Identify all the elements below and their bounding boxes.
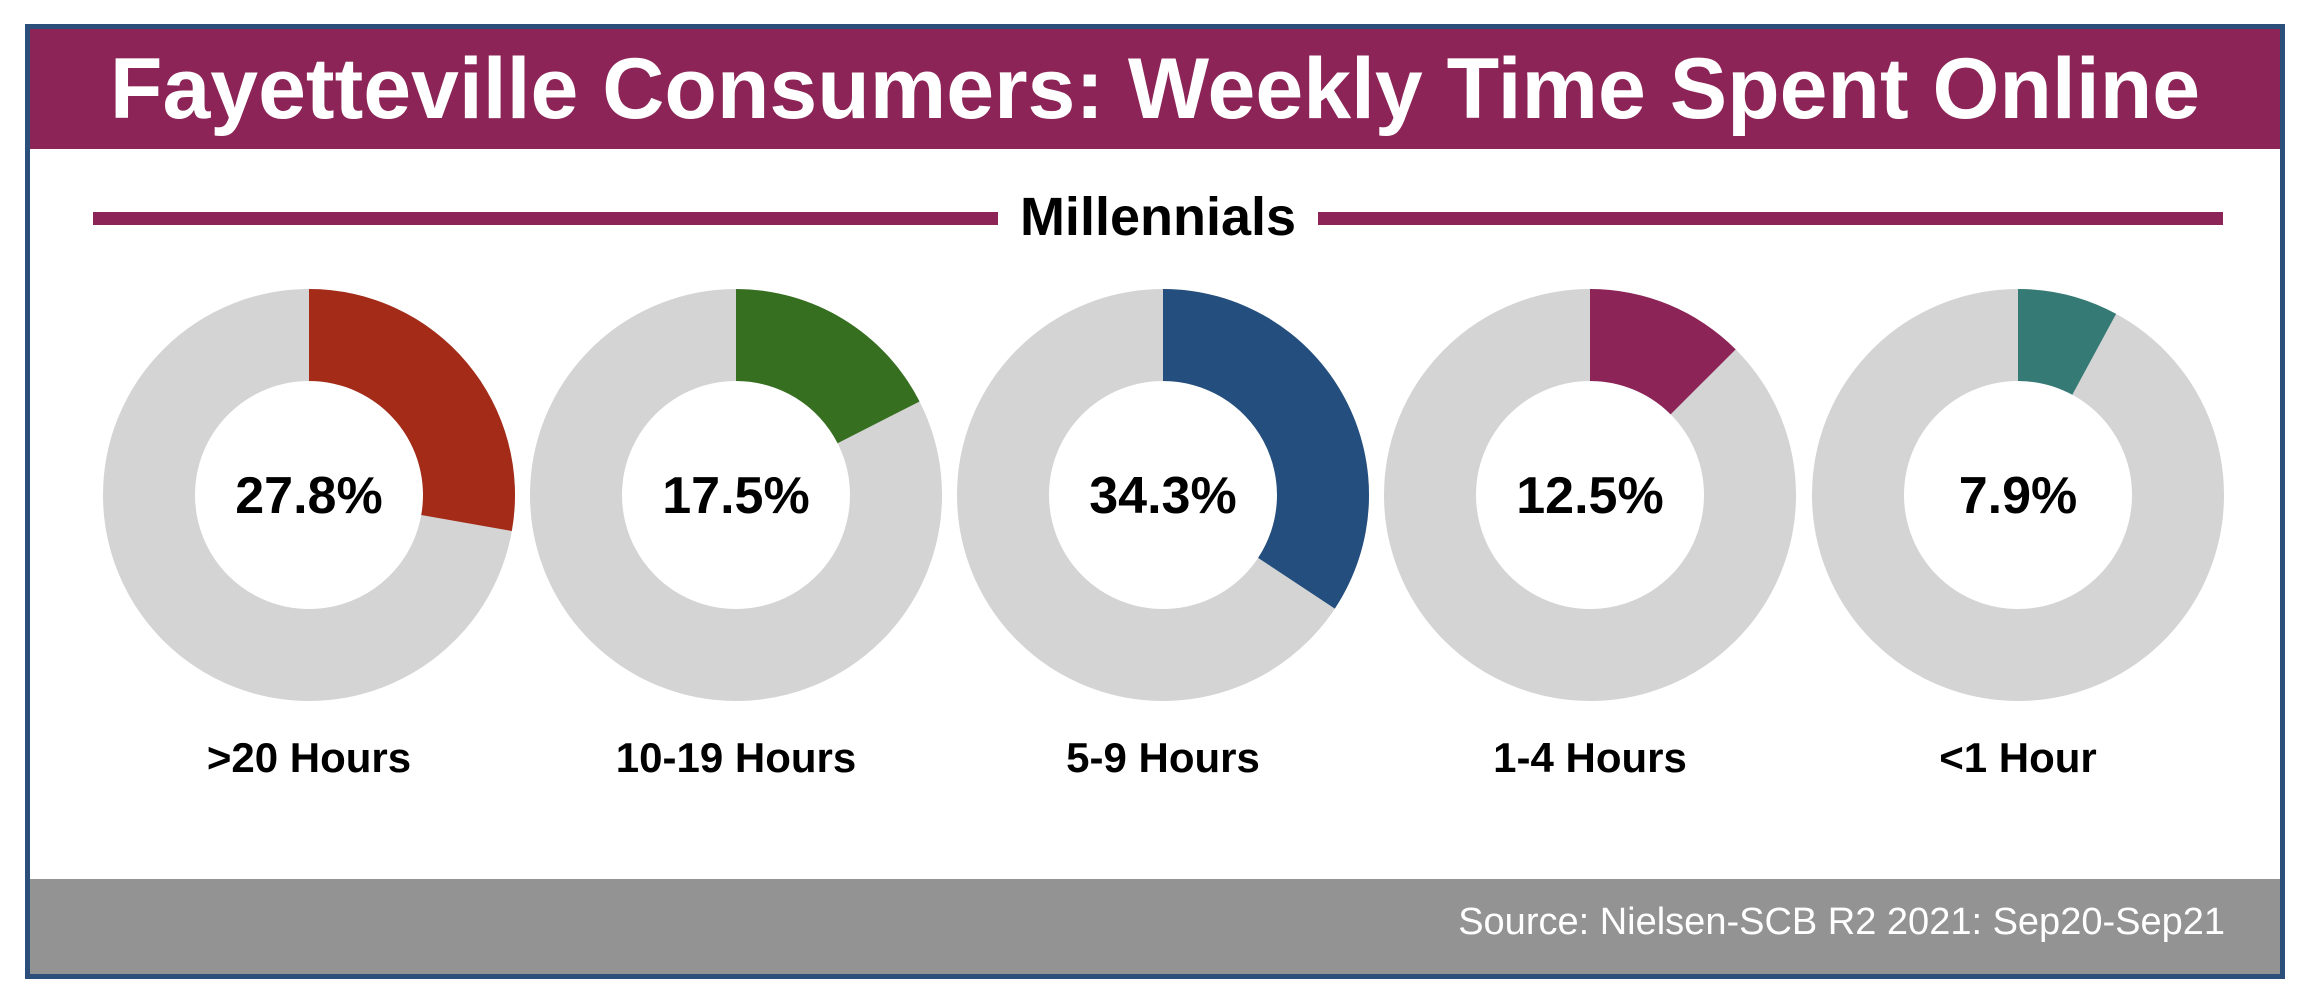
donut-value-label: 12.5% bbox=[1516, 467, 1663, 525]
donut-category-label: 10-19 Hours bbox=[616, 734, 856, 781]
title-bar: Fayetteville Consumers: Weekly Time Spen… bbox=[30, 29, 2280, 149]
donut-category-label: 5-9 Hours bbox=[1066, 734, 1260, 781]
donut-value-label: 17.5% bbox=[662, 467, 809, 525]
donut-1: 27.8% >20 Hours bbox=[103, 289, 515, 781]
donut-category-label: 1-4 Hours bbox=[1493, 734, 1687, 781]
subtitle-row: Millennials bbox=[93, 177, 2223, 257]
footer-bar: Source: Nielsen-SCB R2 2021: Sep20-Sep21 bbox=[30, 879, 2280, 974]
infographic-frame: Fayetteville Consumers: Weekly Time Spen… bbox=[25, 24, 2285, 979]
donut-3: 34.3% 5-9 Hours bbox=[957, 289, 1369, 781]
donut-2: 17.5% 10-19 Hours bbox=[530, 289, 942, 781]
donut-5: 7.9% <1 Hour bbox=[1812, 289, 2224, 781]
subtitle-rule-right bbox=[1318, 212, 2223, 225]
donut-4: 12.5% 1-4 Hours bbox=[1384, 289, 1796, 781]
donut-segment bbox=[736, 289, 920, 444]
subtitle-rule-left bbox=[93, 212, 998, 225]
donut-category-label: <1 Hour bbox=[1939, 734, 2097, 781]
donut-value-label: 34.3% bbox=[1089, 467, 1236, 525]
donut-segment bbox=[1590, 289, 1736, 415]
source-note: Source: Nielsen-SCB R2 2021: Sep20-Sep21 bbox=[1458, 901, 2225, 943]
chart-subtitle: Millennials bbox=[1019, 187, 1297, 247]
donut-charts: 27.8% >20 Hours 17.5% 10-19 Hours 34.3% 5-9 H… bbox=[103, 289, 2224, 781]
page-title: Fayetteville Consumers: Weekly Time Spen… bbox=[109, 40, 2201, 137]
donut-segment bbox=[1163, 289, 1369, 609]
donut-category-label: >20 Hours bbox=[207, 734, 411, 781]
donut-value-label: 27.8% bbox=[235, 467, 382, 525]
donut-segment bbox=[2018, 289, 2117, 395]
donut-segment bbox=[309, 289, 515, 532]
donut-value-label: 7.9% bbox=[1959, 467, 2078, 525]
